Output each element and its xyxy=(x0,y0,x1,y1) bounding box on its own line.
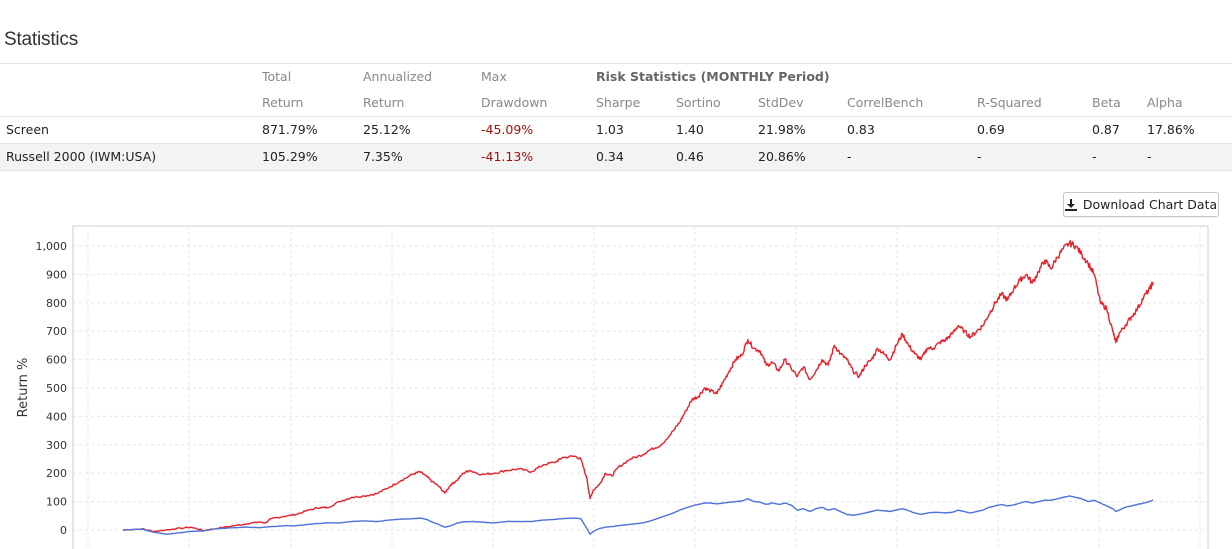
chart-grid xyxy=(72,225,1209,549)
y-tick-label: 900 xyxy=(46,268,67,281)
y-tick-label: 300 xyxy=(46,439,67,452)
header-correlbench: CorrelBench xyxy=(847,95,924,110)
header-rsquared: R-Squared xyxy=(977,95,1042,110)
row-annualized: 7.35% xyxy=(363,149,403,164)
header-stddev: StdDev xyxy=(758,95,804,110)
header-annualized-1: Annualized xyxy=(363,69,433,84)
header-alpha: Alpha xyxy=(1147,95,1183,110)
row-sortino: 1.40 xyxy=(676,122,704,137)
divider xyxy=(0,63,1232,64)
header-max-1: Max xyxy=(481,69,507,84)
row-beta: 0.87 xyxy=(1092,122,1120,137)
row-alpha: 17.86% xyxy=(1147,122,1195,137)
divider xyxy=(0,116,1232,117)
row-stddev: 21.98% xyxy=(758,122,806,137)
header-max-2: Drawdown xyxy=(481,95,548,110)
divider xyxy=(0,143,1232,144)
header-total-2: Return xyxy=(262,95,304,110)
row-background xyxy=(0,144,1232,170)
header-sharpe: Sharpe xyxy=(596,95,641,110)
y-tick-label: 0 xyxy=(60,524,67,537)
screen-series-line xyxy=(122,239,1154,533)
y-tick-label: 700 xyxy=(46,325,67,338)
header-beta: Beta xyxy=(1092,95,1121,110)
row-rsquared: 0.69 xyxy=(977,122,1005,137)
y-tick-label: 600 xyxy=(46,354,67,367)
divider xyxy=(0,170,1232,171)
y-tick-label: 400 xyxy=(46,410,67,423)
download-chart-data-button[interactable]: Download Chart Data xyxy=(1063,192,1219,217)
y-tick-label: 500 xyxy=(46,382,67,395)
row-stddev: 20.86% xyxy=(758,149,806,164)
header-sortino: Sortino xyxy=(676,95,721,110)
row-name: Screen xyxy=(6,122,49,137)
header-total-1: Total xyxy=(262,69,292,84)
plot-frame xyxy=(72,225,1209,549)
header-risk-group: Risk Statistics (MONTHLY Period) xyxy=(596,69,830,84)
row-sharpe: 0.34 xyxy=(596,149,624,164)
header-annualized-2: Return xyxy=(363,95,405,110)
row-annualized: 25.12% xyxy=(363,122,411,137)
row-drawdown: -41.13% xyxy=(481,149,534,164)
y-tick-label: 200 xyxy=(46,467,67,480)
row-rsquared: - xyxy=(977,149,982,164)
row-total: 871.79% xyxy=(262,122,318,137)
row-correlbench: 0.83 xyxy=(847,122,875,137)
row-name: Russell 2000 (IWM:USA) xyxy=(6,149,157,164)
return-chart: 0 100 200 300 400 500 600 700 800 900 1,000 Return… xyxy=(16,225,1209,549)
row-total: 105.29% xyxy=(262,149,318,164)
y-tick-label: 100 xyxy=(46,496,67,509)
benchmark-series-line xyxy=(123,495,1154,535)
y-axis-label: Return % xyxy=(16,358,31,418)
download-label: Download Chart Data xyxy=(1082,197,1218,212)
chart-series xyxy=(122,239,1154,535)
download-icon xyxy=(1064,198,1077,211)
row-drawdown: -45.09% xyxy=(481,122,534,137)
row-sortino: 0.46 xyxy=(676,149,704,164)
row-sharpe: 1.03 xyxy=(596,122,624,137)
page-title: Statistics xyxy=(4,29,79,50)
row-correlbench: - xyxy=(847,149,852,164)
row-alpha: - xyxy=(1147,149,1152,164)
y-tick-label: 1,000 xyxy=(36,240,68,253)
y-axis-ticks: 0 100 200 300 400 500 600 700 800 900 1,000 xyxy=(36,240,68,537)
y-tick-label: 800 xyxy=(46,297,67,310)
row-beta: - xyxy=(1092,149,1097,164)
